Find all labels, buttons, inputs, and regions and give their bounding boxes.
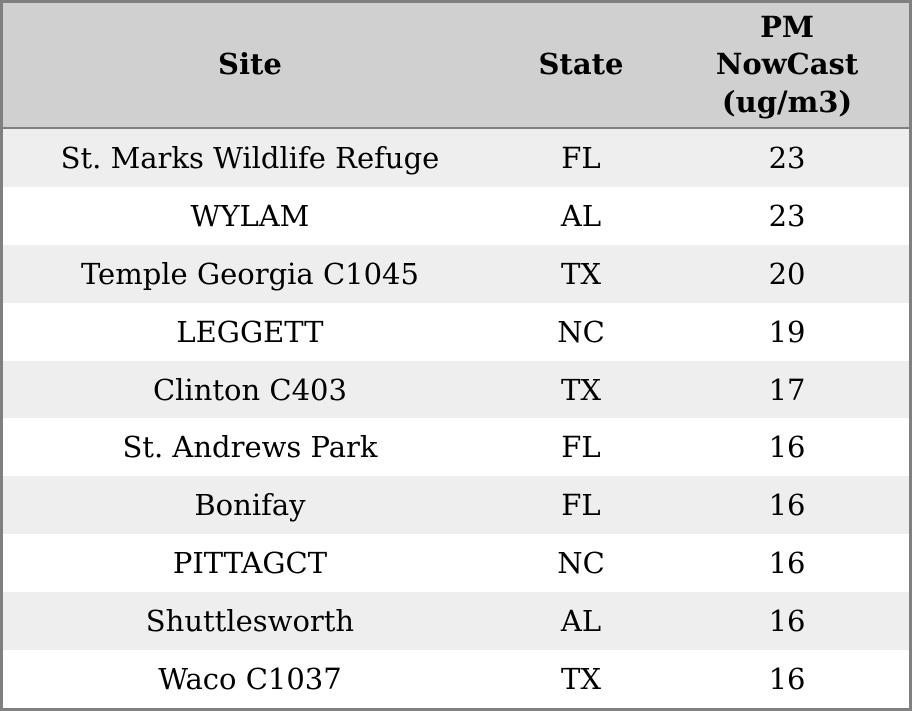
pm-value-cell: 23 — [665, 186, 911, 245]
pm-value-cell: 17 — [665, 360, 911, 419]
pm-value-cell: 16 — [665, 534, 911, 593]
pm-value-cell: 16 — [665, 418, 911, 477]
table-row: WYLAM AL 23 — [1, 186, 911, 245]
state-cell: TX — [496, 360, 666, 419]
site-cell: WYLAM — [1, 186, 497, 245]
site-cell: Shuttlesworth — [1, 592, 497, 651]
state-cell: TX — [496, 244, 666, 303]
state-cell: AL — [496, 592, 666, 651]
table-row: Bonifay FL 16 — [1, 476, 911, 535]
site-cell: Clinton C403 — [1, 360, 497, 419]
pm-value-cell: 16 — [665, 592, 911, 651]
state-cell: AL — [496, 186, 666, 245]
table-row: LEGGETT NC 19 — [1, 302, 911, 361]
pm-value-cell: 16 — [665, 476, 911, 535]
site-cell: Temple Georgia C1045 — [1, 244, 497, 303]
table-row: Shuttlesworth AL 16 — [1, 592, 911, 651]
pm-value-cell: 20 — [665, 244, 911, 303]
state-cell: FL — [496, 418, 666, 477]
site-cell: Bonifay — [1, 476, 497, 535]
table-row: St. Marks Wildlife Refuge FL 23 — [1, 128, 911, 187]
col-header-pm-nowcast: PM NowCast (ug/m3) — [665, 1, 911, 129]
pm-value-cell: 16 — [665, 650, 911, 710]
state-cell: NC — [496, 302, 666, 361]
site-cell: St. Andrews Park — [1, 418, 497, 477]
state-cell: FL — [496, 476, 666, 535]
pm-value-cell: 19 — [665, 302, 911, 361]
table-row: St. Andrews Park FL 16 — [1, 418, 911, 477]
col-header-state: State — [496, 1, 666, 129]
table-row: Waco C1037 TX 16 — [1, 650, 911, 710]
state-cell: FL — [496, 128, 666, 187]
state-cell: TX — [496, 650, 666, 710]
state-cell: NC — [496, 534, 666, 593]
header-row: Site State PM NowCast (ug/m3) — [1, 1, 911, 129]
site-cell: LEGGETT — [1, 302, 497, 361]
site-cell: PITTAGCT — [1, 534, 497, 593]
table-row: Clinton C403 TX 17 — [1, 360, 911, 419]
table-row: PITTAGCT NC 16 — [1, 534, 911, 593]
site-cell: St. Marks Wildlife Refuge — [1, 128, 497, 187]
table-row: Temple Georgia C1045 TX 20 — [1, 244, 911, 303]
col-header-site: Site — [1, 1, 497, 129]
site-cell: Waco C1037 — [1, 650, 497, 710]
pm-value-cell: 23 — [665, 128, 911, 187]
